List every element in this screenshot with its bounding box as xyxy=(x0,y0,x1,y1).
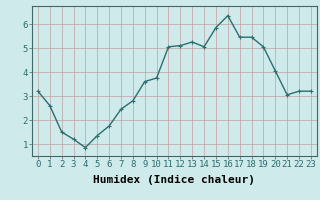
X-axis label: Humidex (Indice chaleur): Humidex (Indice chaleur) xyxy=(93,175,255,185)
